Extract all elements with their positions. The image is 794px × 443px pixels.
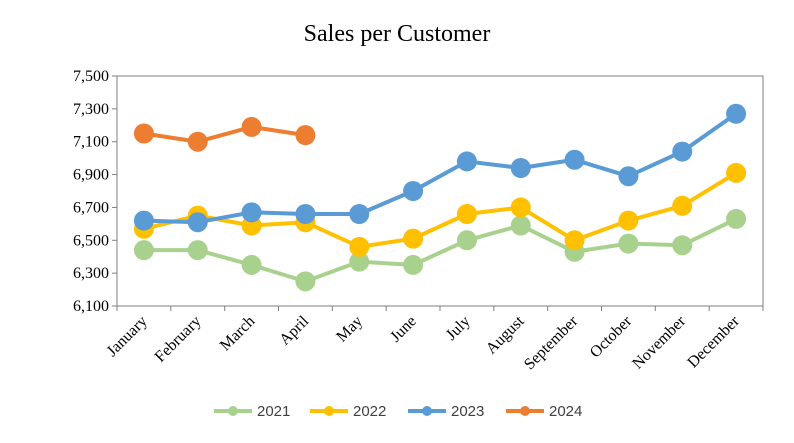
x-tick-label: April (276, 312, 312, 348)
x-tick-label: July (443, 313, 474, 344)
plot-area (116, 75, 764, 307)
y-axis: 6,100 6,300 6,500 6,700 6,900 7,100 7,300 7,500 (73, 68, 117, 315)
data-point (349, 236, 370, 257)
x-tick-label: May (333, 313, 366, 346)
data-point (187, 131, 208, 152)
series-line (143, 124, 306, 144)
legend-marker (422, 406, 432, 416)
legend-marker (324, 406, 334, 416)
data-point (133, 210, 154, 231)
data-point (618, 166, 639, 187)
x-tick-label: March (217, 313, 259, 355)
data-point (618, 210, 639, 231)
data-point (726, 208, 747, 229)
legend-marker (228, 406, 238, 416)
y-tick-label: 7,300 (73, 101, 109, 118)
data-point (726, 162, 747, 183)
data-point (618, 233, 639, 254)
x-tick-label: February (152, 313, 205, 366)
y-tick-label: 6,300 (73, 265, 109, 282)
legend-marker (520, 406, 530, 416)
y-tick-label: 7,500 (73, 68, 109, 85)
data-point (241, 202, 262, 223)
legend-label: 2022 (353, 403, 386, 420)
data-point (510, 197, 531, 218)
x-tick-label: August (483, 312, 528, 357)
legend-item-2023: 2023 (408, 403, 484, 420)
legend-item-2021: 2021 (214, 403, 290, 420)
x-axis: January February March April May June July Augu… (104, 306, 764, 373)
x-tick-label: January (104, 313, 151, 360)
data-point (403, 228, 424, 249)
data-point (295, 271, 316, 292)
series-2023 (133, 103, 747, 233)
data-point (133, 240, 154, 261)
data-point (295, 204, 316, 224)
y-tick-label: 6,700 (73, 199, 109, 216)
data-point (187, 212, 208, 233)
legend-item-2022: 2022 (310, 403, 386, 420)
data-point (672, 235, 693, 256)
legend-label: 2023 (451, 403, 484, 420)
data-point (241, 254, 262, 275)
plot-border (116, 75, 764, 307)
legend-label: 2024 (549, 403, 582, 420)
data-point (403, 254, 424, 275)
x-tick-label: September (521, 312, 582, 373)
legend-item-2024: 2024 (506, 403, 582, 420)
data-point (456, 230, 477, 251)
chart-title: Sales per Customer (304, 21, 491, 47)
y-tick-label: 6,100 (73, 298, 109, 315)
series-line (143, 171, 738, 249)
data-point (295, 125, 316, 146)
data-point (187, 240, 208, 261)
data-point (672, 141, 693, 162)
series-2021 (133, 208, 747, 292)
legend: 2021 2022 2023 2024 (214, 403, 582, 420)
data-point (726, 103, 747, 124)
data-point (672, 195, 693, 216)
x-tick-label: October (587, 312, 636, 361)
data-point (456, 204, 477, 224)
data-point (349, 204, 370, 224)
data-point (456, 151, 477, 172)
y-tick-label: 7,100 (73, 134, 109, 151)
x-tick-label: November (629, 312, 689, 372)
series-2024 (133, 116, 316, 152)
y-tick-label: 6,500 (73, 232, 109, 249)
legend-label: 2021 (257, 403, 290, 420)
data-point (564, 149, 585, 170)
x-tick-label: December (684, 312, 743, 371)
series-layer (133, 103, 747, 292)
y-tick-label: 6,900 (73, 167, 109, 184)
data-point (403, 181, 424, 201)
data-point (349, 251, 370, 272)
data-point (564, 230, 585, 251)
x-tick-label: June (387, 313, 420, 346)
data-point (241, 116, 262, 137)
data-point (510, 215, 531, 236)
data-point (510, 158, 531, 178)
data-point (133, 123, 154, 144)
